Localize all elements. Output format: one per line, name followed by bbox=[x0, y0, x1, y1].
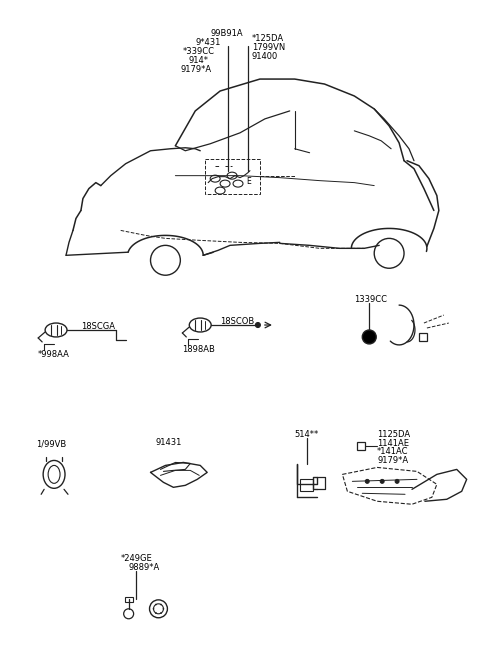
Text: 9889*A: 9889*A bbox=[129, 563, 160, 572]
Text: *141AC: *141AC bbox=[377, 447, 408, 457]
Circle shape bbox=[380, 480, 384, 484]
Text: 1/99VB: 1/99VB bbox=[36, 440, 66, 449]
Circle shape bbox=[395, 480, 399, 484]
Text: 9179*A: 9179*A bbox=[377, 457, 408, 465]
Text: 514**: 514** bbox=[295, 430, 319, 439]
Text: 9179*A: 9179*A bbox=[180, 65, 212, 74]
Text: 91400: 91400 bbox=[252, 52, 278, 61]
Text: *998AA: *998AA bbox=[38, 350, 70, 359]
Text: 91431: 91431 bbox=[156, 438, 182, 447]
Circle shape bbox=[163, 608, 164, 609]
Circle shape bbox=[160, 612, 161, 614]
Circle shape bbox=[255, 323, 260, 327]
Text: 1898AB: 1898AB bbox=[182, 345, 215, 354]
Text: 18SCGA: 18SCGA bbox=[81, 322, 115, 331]
Bar bbox=[125, 597, 132, 602]
Text: *125DA: *125DA bbox=[252, 34, 284, 43]
Text: E: E bbox=[246, 177, 251, 186]
Bar bbox=[300, 480, 312, 491]
Text: 18SCOB: 18SCOB bbox=[220, 317, 254, 326]
Text: 1799VN: 1799VN bbox=[252, 43, 285, 52]
Bar bbox=[419, 333, 427, 341]
Circle shape bbox=[365, 480, 369, 484]
Circle shape bbox=[362, 330, 376, 344]
Text: 914*: 914* bbox=[188, 56, 208, 65]
Text: 1141AE: 1141AE bbox=[377, 438, 409, 447]
Circle shape bbox=[160, 604, 161, 605]
Circle shape bbox=[153, 608, 154, 609]
Text: 1339CC: 1339CC bbox=[354, 295, 387, 304]
Bar bbox=[357, 442, 365, 451]
Text: 9*431: 9*431 bbox=[195, 38, 221, 47]
Bar bbox=[205, 159, 260, 194]
Text: 1125DA: 1125DA bbox=[377, 430, 410, 439]
Text: *339CC: *339CC bbox=[182, 47, 215, 57]
Text: 99B91A: 99B91A bbox=[210, 30, 243, 38]
Text: *249GE: *249GE bbox=[120, 554, 153, 563]
